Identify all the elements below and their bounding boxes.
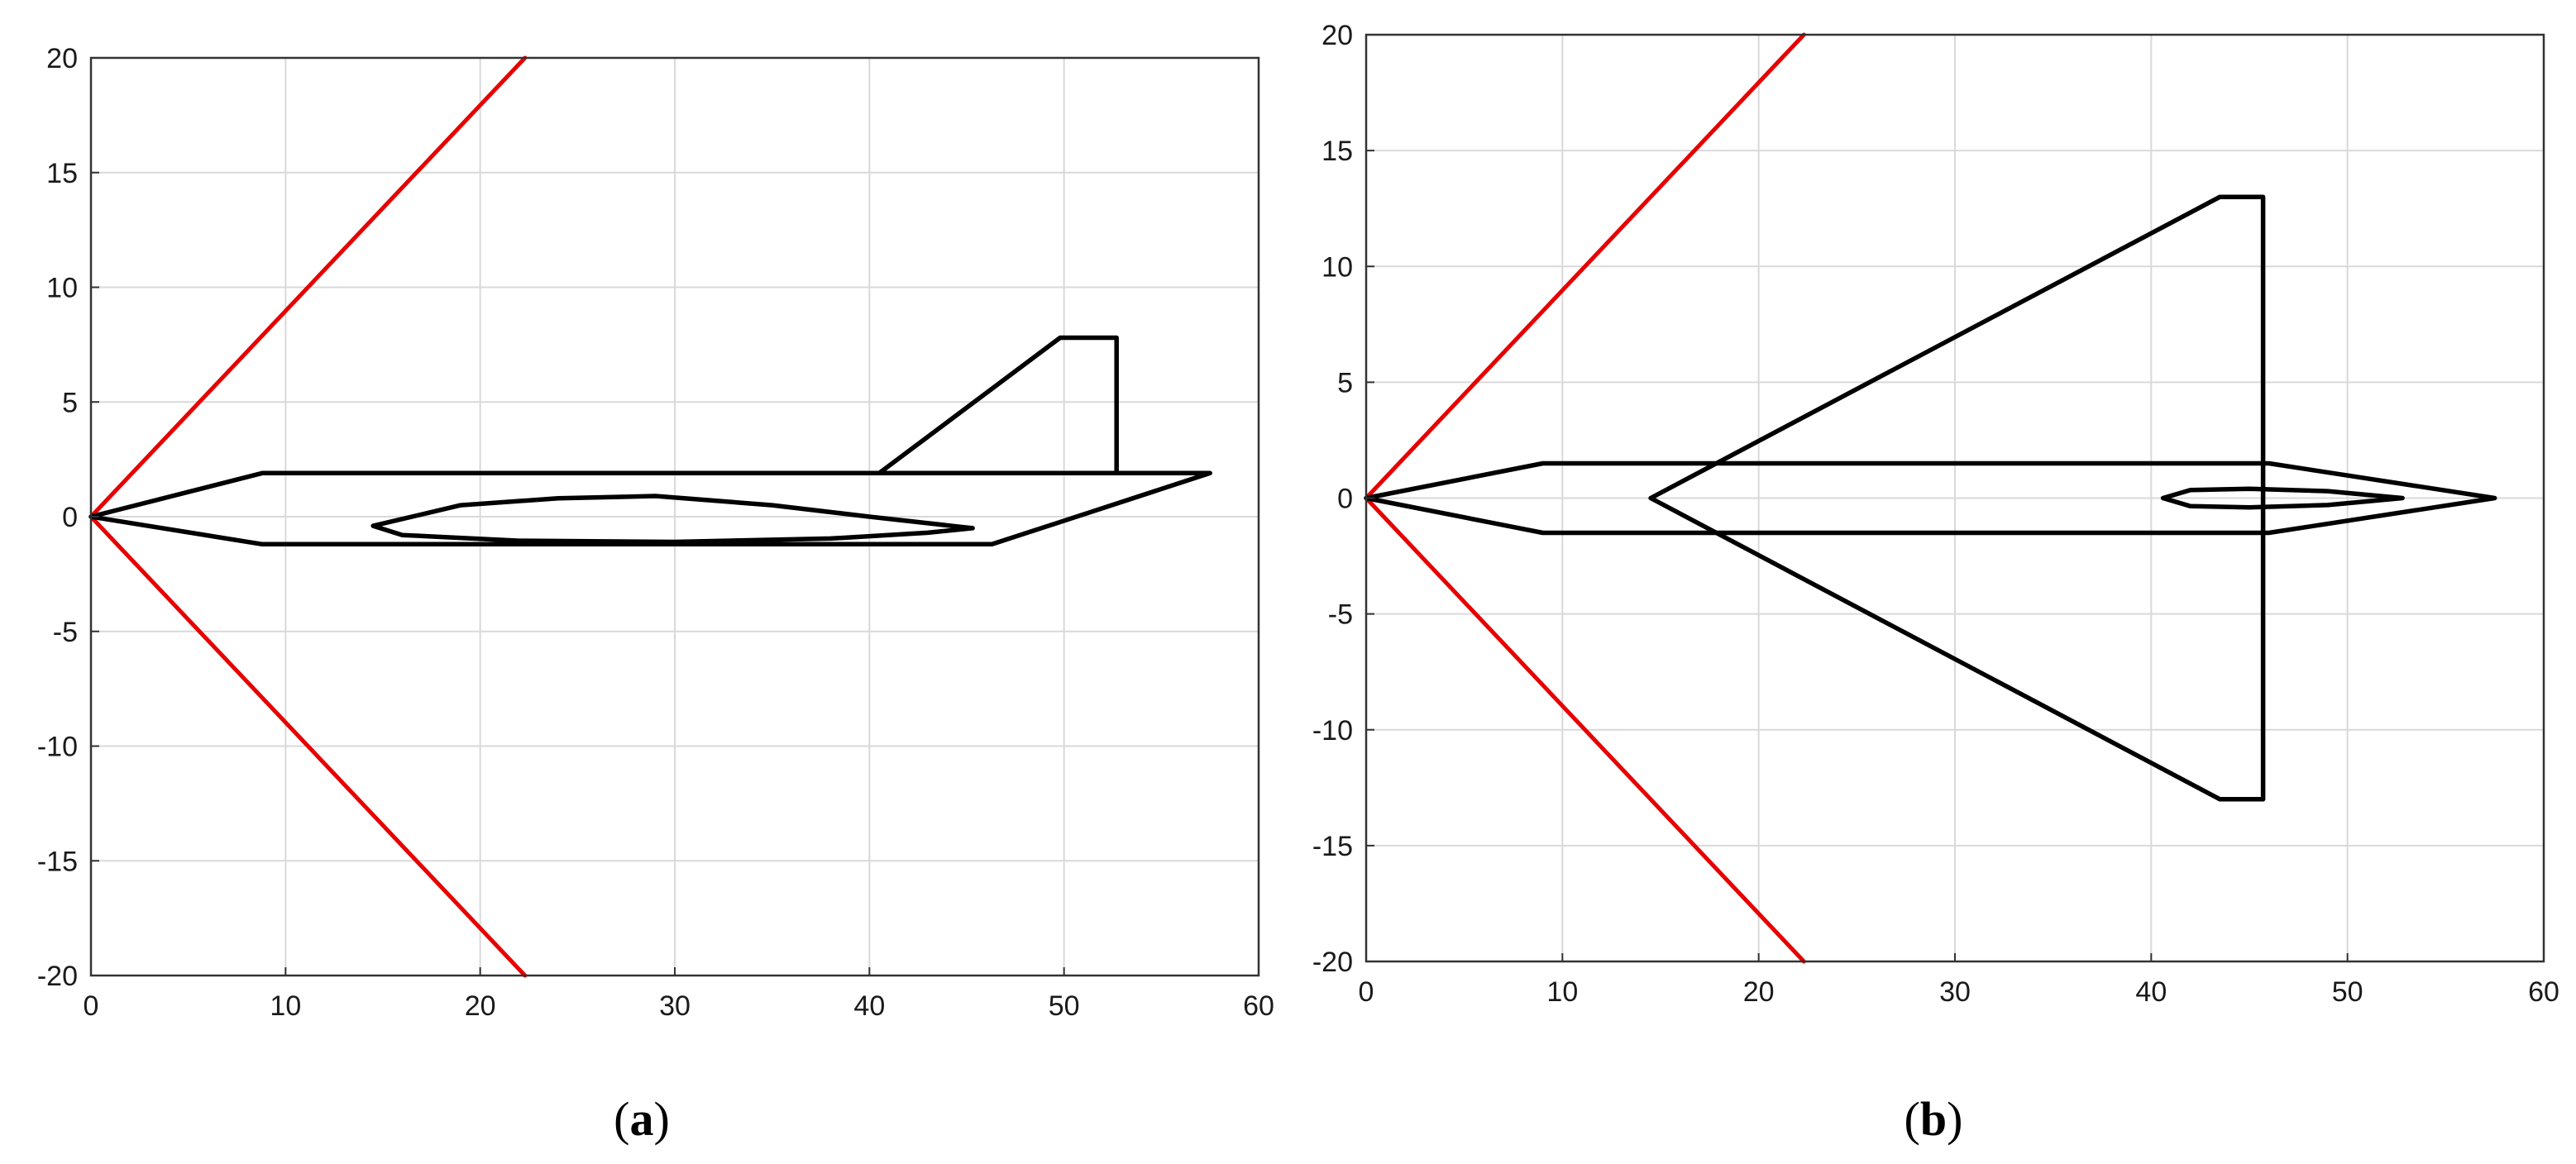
y-tick-label: -5 <box>53 617 78 648</box>
shock-cone-upper-line <box>1364 32 1806 500</box>
y-tick-label: -5 <box>1328 599 1353 631</box>
x-tick-label: 40 <box>2135 976 2167 1008</box>
y-tick-label: 10 <box>1321 251 1353 283</box>
y-tick-label: 0 <box>62 502 78 533</box>
y-tick-label: 10 <box>46 273 78 304</box>
x-tick-label: 0 <box>1359 976 1374 1008</box>
y-tick-label: 15 <box>1321 136 1353 167</box>
x-tick-label: 10 <box>270 990 301 1022</box>
y-tick-label: -15 <box>1312 831 1353 862</box>
caption-a: (a) <box>614 1092 670 1146</box>
wing-profile-line <box>370 494 975 545</box>
y-tick-label: -20 <box>1312 947 1353 978</box>
y-tick-label: -15 <box>37 846 78 877</box>
x-tick-label: 0 <box>84 990 99 1022</box>
x-tick-label: 50 <box>1049 990 1080 1022</box>
x-tick-label: 10 <box>1546 976 1578 1008</box>
x-tick-label: 30 <box>659 990 691 1022</box>
shock-cone-upper-line <box>88 55 528 519</box>
y-tick-label: -20 <box>37 961 78 992</box>
delta-wing-line <box>1648 194 2266 802</box>
y-tick-label: -10 <box>1312 715 1353 747</box>
x-tick-label: 40 <box>853 990 885 1022</box>
x-tick-label: 60 <box>2528 976 2559 1008</box>
x-tick-label: 30 <box>1939 976 1971 1008</box>
y-tick-label: 20 <box>46 43 78 74</box>
caption-b: (b) <box>1905 1092 1963 1146</box>
y-tick-label: 5 <box>1337 367 1353 398</box>
vertical-tail-line <box>877 335 1119 476</box>
y-tick-label: 15 <box>46 158 78 189</box>
x-tick-label: 20 <box>465 990 496 1022</box>
engine-nacelle-line <box>2160 486 2405 510</box>
y-tick-label: -10 <box>37 732 78 763</box>
y-tick-label: 20 <box>1321 20 1353 51</box>
shock-cone-lower-line <box>88 514 528 978</box>
shock-cone-lower-line <box>1364 496 1806 964</box>
fuselage-line <box>88 470 1212 547</box>
y-tick-label: 0 <box>1337 484 1353 515</box>
y-tick-label: 5 <box>62 387 78 418</box>
fuselage-line <box>1364 460 2497 536</box>
x-tick-label: 20 <box>1743 976 1775 1008</box>
x-tick-label: 50 <box>2332 976 2363 1008</box>
x-tick-label: 60 <box>1243 990 1274 1022</box>
